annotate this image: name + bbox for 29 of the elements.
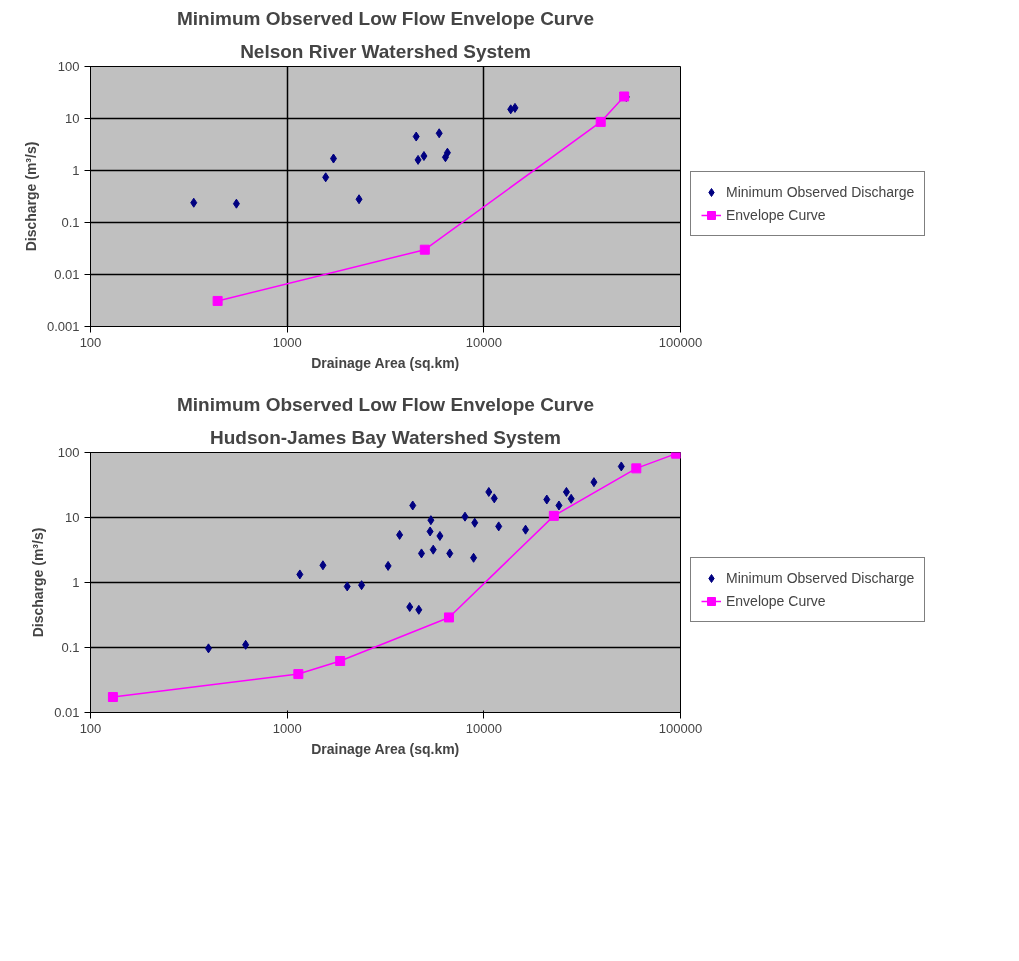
y-axis-title: Discharge (m³/s) [22, 141, 39, 252]
x-tick-label: 10000 [465, 720, 502, 736]
legend-label: Envelope Curve [726, 593, 826, 609]
y-tick-label: 1 [72, 575, 80, 590]
x-tick-label: 1000 [272, 720, 302, 736]
x-axis-title: Drainage Area (sq.km) [311, 354, 460, 371]
chart-title: Minimum Observed Low Flow Envelope Curve [176, 7, 595, 29]
y-tick-label: 1 [72, 163, 80, 178]
legend-label: Envelope Curve [726, 207, 826, 223]
chart-subtitle: Nelson River Watershed System [240, 40, 531, 62]
legend-label: Minimum Observed Discharge [726, 570, 915, 586]
x-tick-label: 1000 [272, 334, 302, 350]
y-tick-label: 10 [65, 111, 80, 126]
chart-subtitle: Hudson-James Bay Watershed System [210, 426, 561, 448]
y-axis-title: Discharge (m³/s) [30, 527, 47, 638]
x-tick-label: 10000 [465, 334, 502, 350]
y-tick-label: 100 [57, 445, 80, 460]
x-axis-title: Drainage Area (sq.km) [311, 740, 460, 757]
chart-title: Minimum Observed Low Flow Envelope Curve [176, 393, 595, 415]
y-tick-label: 0.1 [61, 215, 80, 230]
y-tick-label: 0.01 [54, 267, 80, 282]
y-tick-label: 0.001 [46, 319, 80, 334]
x-tick-label: 100000 [658, 334, 703, 350]
legend-label: Minimum Observed Discharge [726, 184, 915, 200]
y-tick-label: 10 [65, 510, 80, 525]
y-tick-label: 0.01 [54, 705, 80, 720]
y-tick-label: 0.1 [61, 640, 80, 655]
y-tick-label: 100 [57, 59, 80, 74]
x-tick-label: 100000 [658, 720, 703, 736]
